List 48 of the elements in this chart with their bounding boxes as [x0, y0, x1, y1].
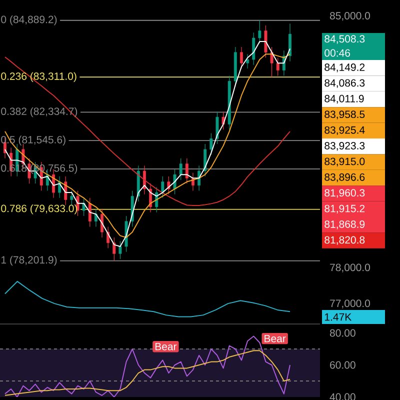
candlestick	[161, 176, 164, 198]
text: 84,011.9	[324, 94, 364, 104]
text: 00:46	[324, 49, 350, 57]
candlestick	[210, 132, 213, 156]
text: 81,868.9	[324, 220, 365, 230]
y-tick-label: 77,000.0	[330, 300, 370, 308]
text: 84,149.2	[324, 64, 365, 72]
text: 83,925.4	[324, 126, 365, 135]
candlestick	[70, 190, 74, 206]
candlestick	[82, 198, 86, 216]
candlestick	[240, 46, 243, 69]
candlestick	[216, 111, 219, 144]
candlestick	[100, 208, 104, 238]
candlestick	[185, 158, 188, 184]
text: 1.47K	[325, 313, 352, 321]
candlestick	[276, 57, 280, 76]
annotation: Bear	[264, 334, 286, 342]
text: 81,820.8	[324, 236, 365, 245]
text: 83,923.3	[324, 142, 365, 151]
text: 81,915.2	[324, 204, 365, 214]
candlestick	[246, 54, 250, 69]
text: 84,508.3	[324, 35, 365, 44]
y-tick-label: 80.00	[330, 329, 356, 337]
text: 83,896.6	[324, 173, 365, 182]
text: 83,958.5	[324, 110, 365, 120]
candlestick	[198, 165, 201, 192]
ref-line-label: 0 (84,889.2)	[1, 15, 57, 26]
ref-line-label: 0.786 (79,633.0)	[1, 204, 78, 214]
annotation: Bear	[155, 342, 177, 350]
candlestick	[288, 23, 292, 62]
candlestick	[252, 32, 256, 66]
y-tick-label: 60.00	[330, 361, 356, 369]
ref-line-label: 0.236 (83,311.0)	[1, 72, 76, 82]
text: 81,960.3	[324, 189, 365, 198]
text: 83,915.0	[324, 158, 365, 166]
candlestick	[264, 25, 268, 58]
candlestick	[258, 20, 262, 44]
y-tick-label: 85,000.0	[330, 12, 370, 21]
candlestick	[118, 240, 122, 260]
candlestick	[204, 144, 207, 177]
y-tick-label: 78,000.0	[330, 264, 370, 272]
candlestick	[112, 237, 116, 262]
text: 84,086.3	[324, 79, 365, 88]
candlestick	[76, 190, 80, 216]
candlestick	[88, 198, 92, 227]
line-series	[4, 336, 290, 398]
ref-line-label: 1 (78,201.9)	[2, 256, 57, 266]
candlestick	[179, 158, 182, 180]
